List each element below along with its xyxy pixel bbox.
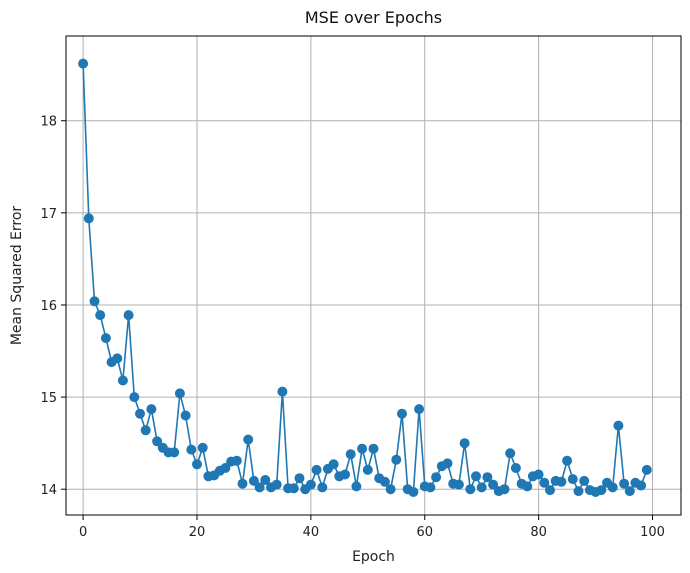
data-point [294, 473, 305, 484]
data-point [607, 482, 618, 493]
data-point [453, 479, 464, 490]
data-point [357, 443, 368, 454]
data-point [123, 310, 134, 321]
data-point [351, 481, 362, 492]
data-point [220, 463, 231, 473]
data-point [368, 443, 379, 454]
y-tick-label: 15 [40, 391, 57, 406]
data-point [254, 482, 265, 493]
data-point [146, 404, 157, 415]
y-tick-label: 16 [40, 299, 57, 314]
data-point [83, 213, 94, 224]
data-point [117, 375, 128, 386]
plot-frame [65, 35, 682, 516]
data-point [112, 353, 123, 364]
data-point [510, 463, 521, 473]
data-point [624, 486, 635, 497]
x-tick-label: 60 [416, 525, 433, 540]
data-point [391, 454, 402, 465]
data-point [641, 464, 652, 475]
data-point [539, 477, 550, 488]
data-point [248, 475, 259, 486]
data-point [305, 479, 316, 490]
data-point [89, 296, 100, 307]
data-point [197, 442, 208, 453]
y-tick-label: 18 [40, 115, 57, 130]
data-point [505, 448, 516, 459]
data-point [186, 444, 197, 455]
data-point [482, 472, 493, 483]
y-tick-label: 14 [40, 483, 57, 498]
x-tick-label: 80 [530, 525, 547, 540]
data-point [135, 408, 145, 419]
data-point [231, 455, 242, 466]
data-point [397, 408, 407, 419]
data-point [271, 479, 282, 490]
data-point [522, 481, 533, 492]
data-point [345, 449, 356, 460]
data-point [431, 472, 442, 483]
data-point [499, 484, 510, 495]
data-point [95, 310, 106, 321]
data-point [311, 464, 322, 475]
data-point [533, 469, 544, 480]
y-tick-label: 17 [40, 207, 57, 222]
x-axis-label: Epoch [352, 549, 395, 565]
data-point [573, 486, 584, 497]
y-axis-label: Mean Squared Error [9, 206, 25, 346]
data-point [340, 469, 350, 480]
data-point [613, 420, 624, 431]
data-points [78, 58, 652, 497]
data-point [169, 447, 180, 458]
data-point [414, 404, 425, 415]
data-point [385, 484, 396, 495]
data-point [476, 482, 487, 493]
grid-lines [66, 36, 681, 515]
data-point [636, 480, 647, 491]
data-point [237, 478, 248, 489]
data-point [100, 333, 111, 344]
data-point [180, 410, 191, 421]
data-point [152, 436, 163, 447]
data-point [556, 476, 567, 487]
data-point [243, 434, 254, 445]
data-point [192, 459, 202, 470]
x-tick-label: 40 [303, 525, 320, 540]
y-axis-ticks: 14 15 16 17 18 [40, 115, 66, 498]
data-point [619, 478, 630, 489]
data-point [545, 485, 555, 496]
data-point [579, 475, 590, 486]
chart-title: MSE over Epochs [305, 8, 442, 27]
data-point [488, 479, 499, 490]
data-point [328, 459, 339, 470]
data-point [408, 487, 419, 497]
data-point [562, 455, 573, 466]
data-point [260, 475, 271, 485]
data-point [140, 425, 151, 436]
data-point [471, 471, 481, 482]
data-point [129, 392, 140, 403]
data-point [596, 485, 607, 496]
data-point [317, 482, 328, 493]
series-line [82, 63, 648, 494]
data-point [567, 474, 578, 485]
data-point [459, 438, 470, 449]
x-axis-ticks: 0 20 40 60 80 100 [79, 515, 665, 540]
data-point [465, 484, 476, 495]
data-point [174, 388, 185, 399]
data-point [425, 482, 436, 493]
x-tick-label: 0 [79, 525, 87, 540]
x-tick-label: 20 [189, 525, 206, 540]
data-point [78, 58, 89, 69]
data-point [288, 483, 299, 494]
x-tick-label: 100 [640, 525, 665, 540]
data-point [442, 458, 453, 469]
data-point [277, 386, 288, 397]
data-point [362, 464, 373, 475]
data-point [379, 476, 390, 487]
